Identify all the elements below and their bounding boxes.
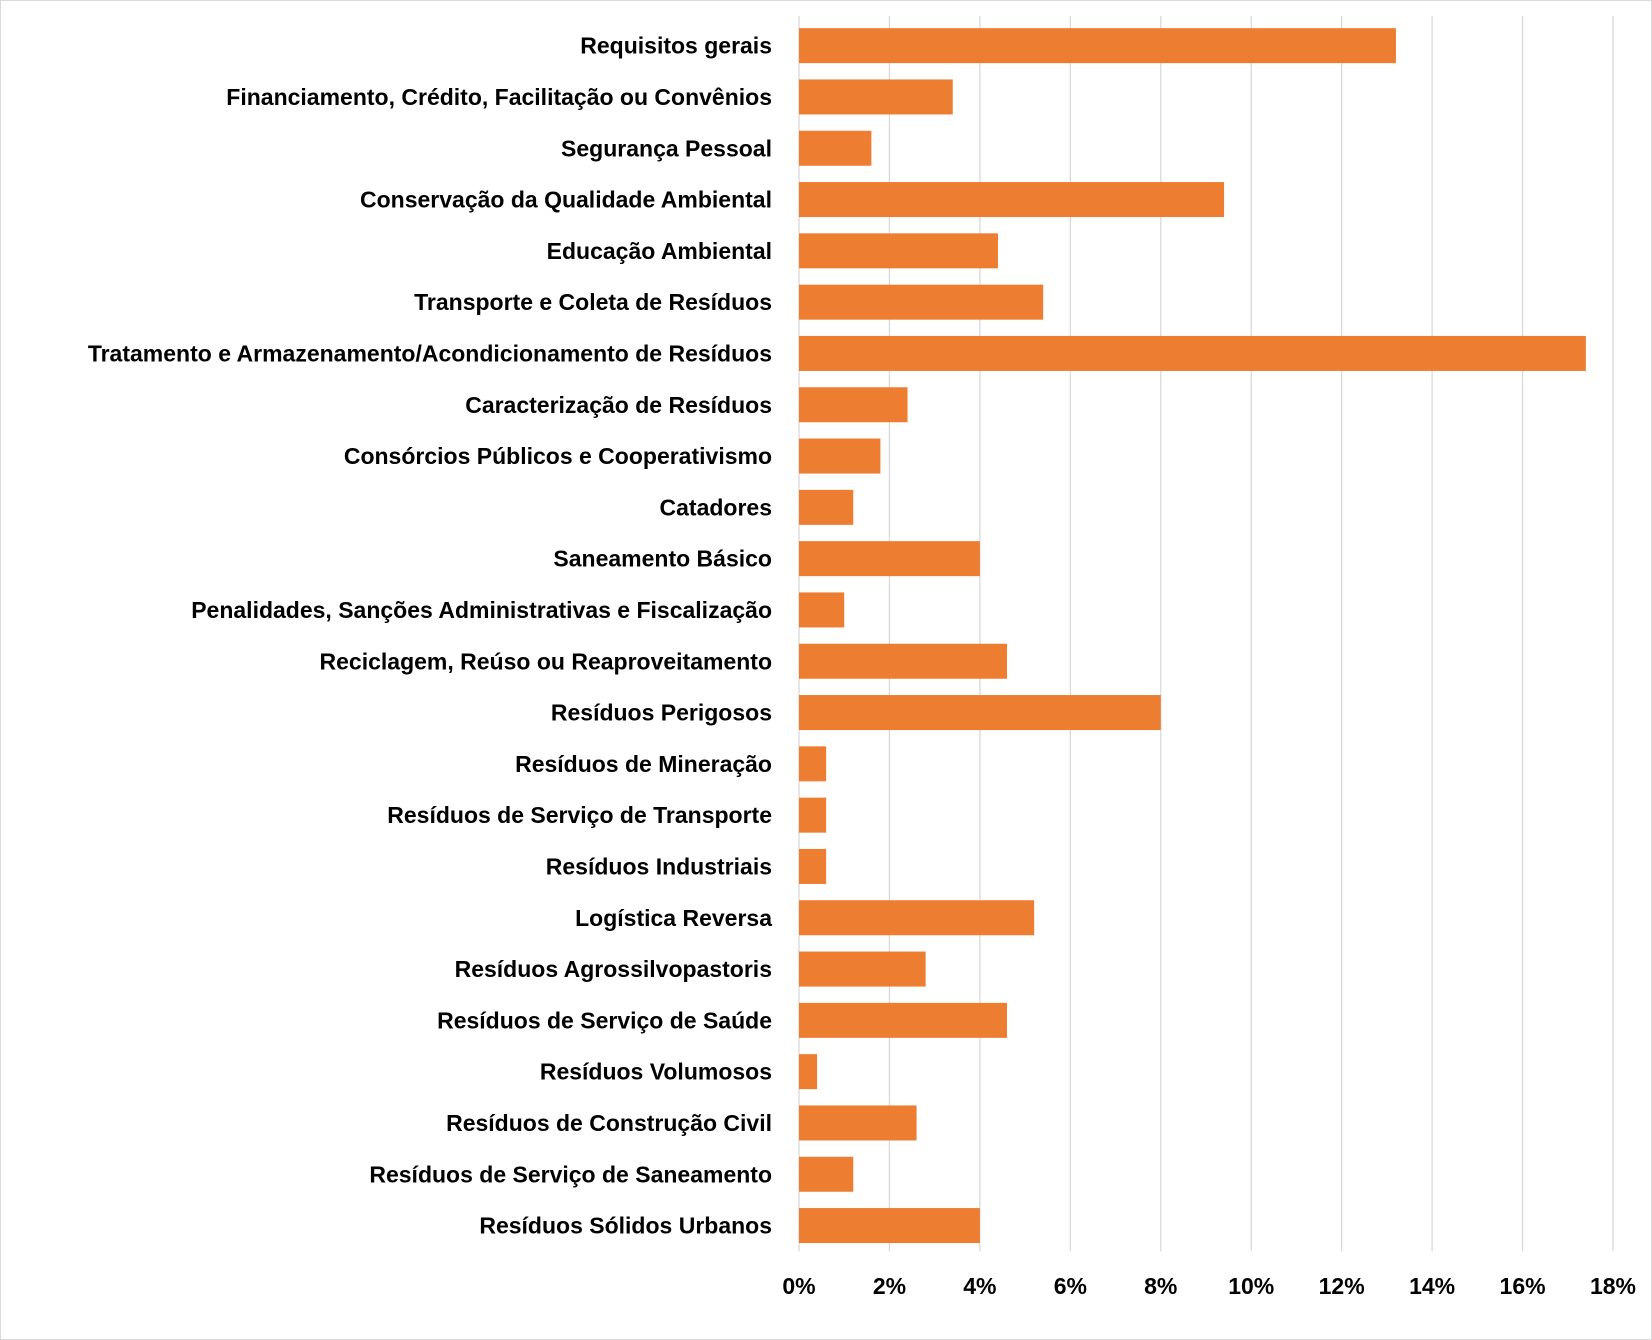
category-label: Resíduos Industriais <box>546 853 772 879</box>
category-label: Resíduos de Serviço de Transporte <box>387 802 772 828</box>
bar <box>799 1208 980 1244</box>
category-label: Segurança Pessoal <box>561 135 772 161</box>
bar <box>799 1156 854 1192</box>
bar <box>799 951 926 987</box>
category-label: Penalidades, Sanções Administrativas e F… <box>191 597 772 623</box>
x-tick-label: 14% <box>1409 1273 1455 1299</box>
bar <box>799 284 1044 320</box>
bar <box>799 438 881 474</box>
bar <box>799 900 1035 936</box>
category-label: Transporte e Coleta de Resíduos <box>414 289 772 315</box>
x-tick-label: 10% <box>1228 1273 1274 1299</box>
x-tick-label: 16% <box>1500 1273 1546 1299</box>
bar <box>799 489 854 525</box>
category-label: Caracterização de Resíduos <box>465 392 772 418</box>
bar <box>799 1105 917 1141</box>
category-label: Catadores <box>660 494 772 520</box>
category-label: Tratamento e Armazenamento/Acondicioname… <box>88 340 772 366</box>
bar <box>799 130 872 166</box>
category-label: Resíduos de Serviço de Saúde <box>437 1007 772 1033</box>
category-label: Conservação da Qualidade Ambiental <box>360 187 772 213</box>
bar <box>799 797 827 833</box>
bar <box>799 1054 818 1090</box>
category-label: Resíduos Agrossilvopastoris <box>455 956 772 982</box>
bar <box>799 746 827 782</box>
x-tick-label: 8% <box>1144 1273 1177 1299</box>
category-label: Resíduos Sólidos Urbanos <box>479 1213 772 1239</box>
bars <box>799 28 1586 1244</box>
x-tick-label: 2% <box>873 1273 906 1299</box>
x-tick-labels: 0% 2% 4% 6% 8% 10% 12% 14% 16% 18% <box>782 1273 1636 1299</box>
bar <box>799 79 953 115</box>
category-label: Logística Reversa <box>575 905 772 931</box>
bar <box>799 848 827 884</box>
x-tick-label: 4% <box>963 1273 996 1299</box>
category-label: Reciclagem, Reúso ou Reaproveitamento <box>320 648 772 674</box>
category-label: Resíduos Perigosos <box>551 700 772 726</box>
bar <box>799 335 1586 371</box>
x-tick-label: 12% <box>1319 1273 1365 1299</box>
bar <box>799 592 845 628</box>
x-tick-label: 6% <box>1054 1273 1087 1299</box>
category-label: Educação Ambiental <box>547 238 772 264</box>
category-labels: Requisitos gerais Financiamento, Crédito,… <box>88 33 772 1239</box>
bar <box>799 233 998 269</box>
bar <box>799 695 1161 731</box>
category-label: Consórcios Públicos e Cooperativismo <box>344 443 772 469</box>
category-label: Resíduos de Mineração <box>515 751 772 777</box>
x-tick-label: 18% <box>1590 1273 1636 1299</box>
bar <box>799 643 1008 679</box>
bar <box>799 387 908 423</box>
category-label: Resíduos Volumosos <box>540 1059 772 1085</box>
category-label: Resíduos de Construção Civil <box>446 1110 772 1136</box>
gridlines <box>798 16 1614 1252</box>
bar <box>799 28 1396 64</box>
bar <box>799 1002 1008 1038</box>
category-label: Financiamento, Crédito, Facilitação ou C… <box>226 84 772 110</box>
category-label: Resíduos de Serviço de Saneamento <box>369 1161 772 1187</box>
bar <box>799 182 1225 218</box>
bar <box>799 541 980 577</box>
category-label: Saneamento Básico <box>553 546 772 572</box>
category-label: Requisitos gerais <box>580 33 772 59</box>
x-tick-label: 0% <box>782 1273 815 1299</box>
